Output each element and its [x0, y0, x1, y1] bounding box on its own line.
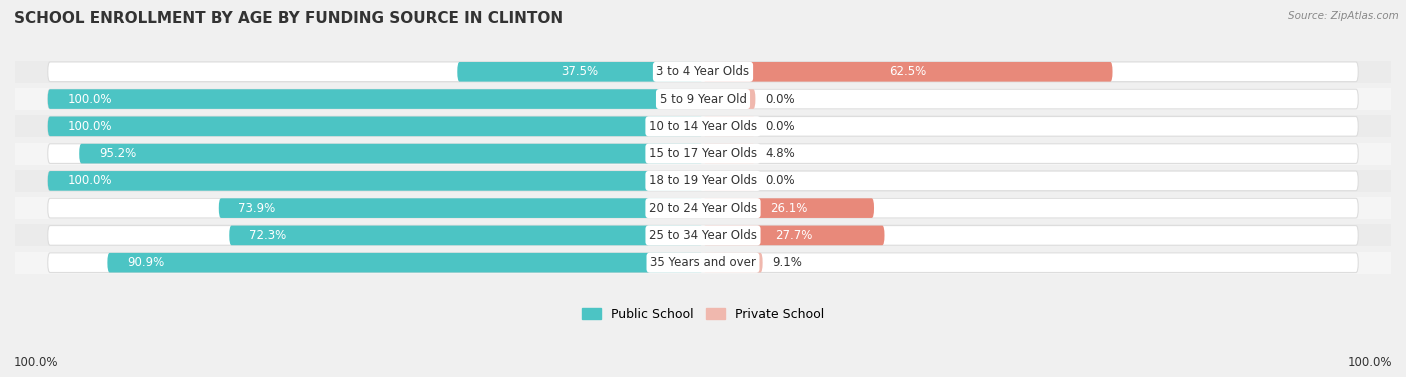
Text: 9.1%: 9.1%	[772, 256, 803, 269]
Bar	[15, 61, 1391, 83]
Text: 37.5%: 37.5%	[561, 65, 599, 78]
FancyBboxPatch shape	[703, 62, 1112, 81]
FancyBboxPatch shape	[703, 225, 884, 245]
FancyBboxPatch shape	[48, 89, 703, 109]
Text: 5 to 9 Year Old: 5 to 9 Year Old	[659, 93, 747, 106]
FancyBboxPatch shape	[48, 116, 1358, 136]
Text: 95.2%: 95.2%	[98, 147, 136, 160]
Text: 0.0%: 0.0%	[765, 93, 794, 106]
Text: 100.0%: 100.0%	[1347, 357, 1392, 369]
Text: 25 to 34 Year Olds: 25 to 34 Year Olds	[650, 229, 756, 242]
FancyBboxPatch shape	[703, 198, 875, 218]
FancyBboxPatch shape	[48, 253, 1358, 273]
Text: 90.9%: 90.9%	[127, 256, 165, 269]
FancyBboxPatch shape	[48, 89, 1358, 109]
Text: 100.0%: 100.0%	[67, 175, 112, 187]
Text: 72.3%: 72.3%	[249, 229, 287, 242]
Text: SCHOOL ENROLLMENT BY AGE BY FUNDING SOURCE IN CLINTON: SCHOOL ENROLLMENT BY AGE BY FUNDING SOUR…	[14, 11, 564, 26]
FancyBboxPatch shape	[219, 198, 703, 218]
Text: 3 to 4 Year Olds: 3 to 4 Year Olds	[657, 65, 749, 78]
Bar	[15, 115, 1391, 137]
FancyBboxPatch shape	[703, 116, 755, 136]
FancyBboxPatch shape	[457, 62, 703, 81]
FancyBboxPatch shape	[48, 144, 1358, 163]
Text: 0.0%: 0.0%	[765, 120, 794, 133]
Bar	[15, 197, 1391, 219]
FancyBboxPatch shape	[703, 144, 755, 163]
FancyBboxPatch shape	[229, 225, 703, 245]
Bar	[15, 88, 1391, 110]
Text: 4.8%: 4.8%	[765, 147, 794, 160]
FancyBboxPatch shape	[48, 171, 1358, 191]
FancyBboxPatch shape	[48, 198, 1358, 218]
FancyBboxPatch shape	[703, 171, 755, 191]
Bar	[15, 252, 1391, 274]
Bar	[15, 224, 1391, 246]
Legend: Public School, Private School: Public School, Private School	[576, 303, 830, 326]
Text: 10 to 14 Year Olds: 10 to 14 Year Olds	[650, 120, 756, 133]
Text: 100.0%: 100.0%	[14, 357, 59, 369]
Text: 27.7%: 27.7%	[775, 229, 813, 242]
FancyBboxPatch shape	[107, 253, 703, 273]
Bar	[15, 170, 1391, 192]
Text: 26.1%: 26.1%	[770, 202, 807, 215]
FancyBboxPatch shape	[48, 116, 703, 136]
Text: 20 to 24 Year Olds: 20 to 24 Year Olds	[650, 202, 756, 215]
FancyBboxPatch shape	[703, 253, 762, 273]
FancyBboxPatch shape	[48, 225, 1358, 245]
Text: 73.9%: 73.9%	[239, 202, 276, 215]
Text: Source: ZipAtlas.com: Source: ZipAtlas.com	[1288, 11, 1399, 21]
Text: 18 to 19 Year Olds: 18 to 19 Year Olds	[650, 175, 756, 187]
FancyBboxPatch shape	[48, 171, 703, 191]
Text: 62.5%: 62.5%	[889, 65, 927, 78]
Text: 100.0%: 100.0%	[67, 120, 112, 133]
Text: 100.0%: 100.0%	[67, 93, 112, 106]
Bar	[15, 143, 1391, 164]
FancyBboxPatch shape	[79, 144, 703, 163]
Text: 35 Years and over: 35 Years and over	[650, 256, 756, 269]
Text: 15 to 17 Year Olds: 15 to 17 Year Olds	[650, 147, 756, 160]
FancyBboxPatch shape	[703, 89, 755, 109]
Text: 0.0%: 0.0%	[765, 175, 794, 187]
FancyBboxPatch shape	[48, 62, 1358, 81]
